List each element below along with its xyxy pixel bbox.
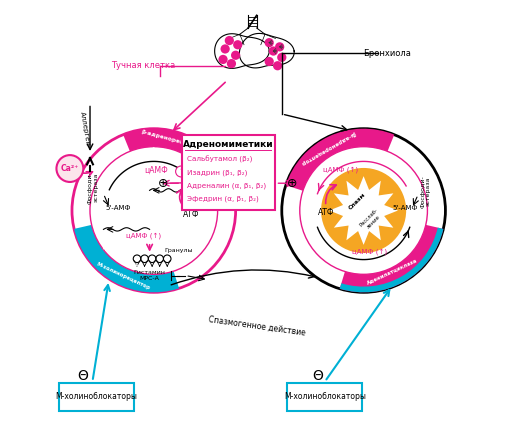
Text: Сальбутамол (β₂): Сальбутамол (β₂) [188, 156, 253, 163]
Circle shape [321, 168, 406, 253]
Text: Изадрин (β₁, β₂): Изадрин (β₁, β₂) [188, 169, 248, 176]
Circle shape [269, 46, 278, 56]
Text: Ca²⁺: Ca²⁺ [61, 164, 79, 173]
Circle shape [264, 57, 274, 66]
Text: Аденилатциклаза: Аденилатциклаза [313, 146, 367, 175]
Text: М-холиноблокаторы: М-холиноблокаторы [55, 392, 137, 401]
Circle shape [225, 36, 234, 45]
Text: Расслаб-
ление: Расслаб- ление [359, 208, 383, 232]
Text: М-холиноблокаторы: М-холиноблокаторы [284, 392, 366, 401]
Text: Аденилатциклаза: Аденилатциклаза [366, 257, 418, 285]
Circle shape [175, 166, 187, 177]
Wedge shape [123, 129, 233, 194]
Text: цАМФ (↑): цАМФ (↑) [323, 166, 358, 173]
Text: М-холинорецептор: М-холинорецептор [361, 241, 416, 274]
Text: β-адренорецептор: β-адренорецептор [141, 129, 205, 151]
Text: ⊕: ⊕ [287, 177, 297, 190]
Circle shape [264, 38, 274, 47]
Wedge shape [340, 228, 443, 292]
Text: 5'-АМФ: 5'-АМФ [105, 205, 131, 211]
Polygon shape [240, 33, 294, 68]
Text: β₂-адренорецептор: β₂-адренорецептор [299, 130, 356, 165]
Text: Аллерген: Аллерген [80, 111, 91, 147]
Circle shape [227, 59, 236, 68]
Wedge shape [340, 225, 443, 292]
FancyBboxPatch shape [287, 383, 363, 410]
Polygon shape [329, 176, 398, 245]
Text: Эфедрин (α, β₁, β₂): Эфедрин (α, β₁, β₂) [188, 195, 259, 202]
Text: Аденилатциклаза: Аденилатциклаза [150, 146, 205, 175]
Text: Спазм: Спазм [348, 192, 367, 210]
Text: Фосфоди-
эстераза: Фосфоди- эстераза [87, 171, 99, 204]
Text: Фосфоди-
эстераза: Фосфоди- эстераза [420, 175, 431, 208]
Circle shape [57, 155, 83, 182]
Circle shape [220, 44, 229, 53]
Text: цАМФ (↑): цАМФ (↑) [126, 232, 161, 239]
Circle shape [282, 129, 445, 292]
Wedge shape [74, 225, 179, 292]
Text: Адреналин (α, β₁, β₂): Адреналин (α, β₁, β₂) [188, 182, 267, 189]
Circle shape [275, 42, 284, 51]
Text: М-холинорецептор: М-холинорецептор [95, 262, 151, 291]
Circle shape [273, 61, 282, 70]
FancyBboxPatch shape [58, 383, 134, 410]
Circle shape [231, 51, 240, 60]
Text: Бронхиола: Бронхиола [363, 49, 411, 58]
Text: ↑: ↑ [178, 168, 184, 174]
Text: АТФ: АТФ [183, 210, 200, 219]
Text: Θ: Θ [77, 369, 88, 383]
Circle shape [218, 55, 228, 64]
Circle shape [90, 147, 218, 274]
Polygon shape [215, 34, 269, 68]
Text: Θ: Θ [312, 369, 323, 383]
Circle shape [72, 129, 236, 292]
Text: ⊕: ⊕ [158, 177, 169, 190]
Circle shape [277, 53, 286, 62]
Text: Адреномиметики: Адреномиметики [183, 140, 273, 149]
Text: 5'-АМФ: 5'-АМФ [393, 205, 418, 211]
Text: Аденилатциклаза: Аденилатциклаза [102, 245, 153, 275]
Text: Тучная клетка: Тучная клетка [111, 61, 175, 70]
Circle shape [300, 147, 427, 274]
Text: АТФ: АТФ [317, 208, 334, 217]
FancyBboxPatch shape [182, 135, 275, 210]
Text: Гистамин
МРС-А: Гистамин МРС-А [134, 270, 165, 281]
Wedge shape [286, 129, 394, 191]
Text: Спазмогенное действие: Спазмогенное действие [208, 314, 306, 337]
Text: цАМФ: цАМФ [144, 166, 168, 175]
Circle shape [233, 40, 242, 49]
Text: Гранулы: Гранулы [164, 248, 193, 253]
Text: цАМФ (↑): цАМФ (↑) [352, 248, 387, 255]
